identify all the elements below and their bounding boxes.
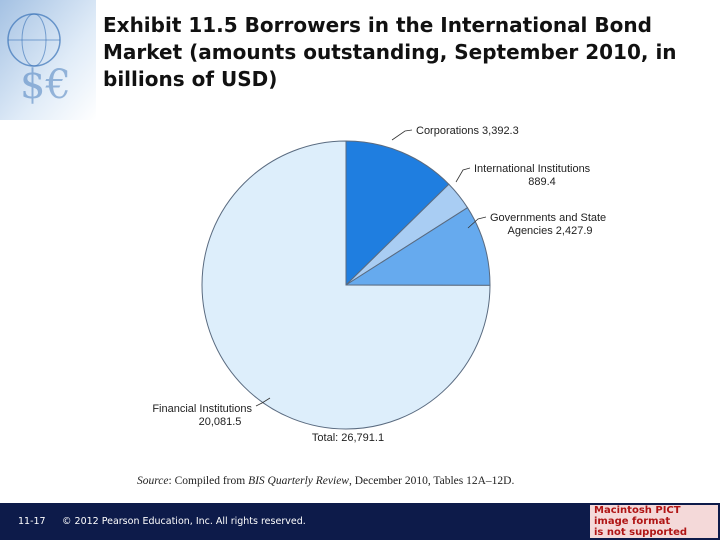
slice-label: Corporations 3,392.3 xyxy=(416,125,519,137)
slice-label: 889.4 xyxy=(528,176,556,188)
slide-title: Exhibit 11.5 Borrowers in the Internatio… xyxy=(103,13,677,91)
slice-label: Agencies 2,427.9 xyxy=(507,225,592,237)
pie-slice-corporations xyxy=(345,140,450,287)
slice-label: Governments and State xyxy=(490,212,606,224)
source-rest: , December 2010, Tables 12A–12D. xyxy=(348,475,515,487)
pie-slice-governments-and-state-agencies xyxy=(344,207,491,286)
slice-leader-line xyxy=(255,397,271,407)
source-prefix: Source xyxy=(137,475,169,487)
pict-placeholder: Macintosh PICT image format is not suppo… xyxy=(590,505,718,538)
slice-label: International Institutions xyxy=(474,163,591,175)
corner-globe-decoration: $€ xyxy=(0,0,96,120)
pict-line: Macintosh PICT xyxy=(594,505,681,516)
slide-number: 11-17 xyxy=(18,516,46,527)
source-note: Source: Compiled from BIS Quarterly Revi… xyxy=(137,475,514,487)
pie-slice-financial-institutions xyxy=(201,140,491,430)
source-mid: : Compiled from xyxy=(168,475,249,487)
slice-label: 20,081.5 xyxy=(199,416,242,428)
slice-leader-line xyxy=(467,216,487,229)
pict-line: image format xyxy=(594,516,671,527)
svg-text:$€: $€ xyxy=(20,62,71,108)
pict-line: is not supported xyxy=(594,527,688,538)
slice-leader-line xyxy=(455,167,471,183)
slice-label: Financial Institutions xyxy=(152,403,252,415)
copyright-notice: © 2012 Pearson Education, Inc. All right… xyxy=(62,516,306,527)
total-label: Total: 26,791.1 xyxy=(312,432,384,444)
slice-leader-line xyxy=(391,129,413,141)
pie-chart: Corporations 3,392.3 International Instit… xyxy=(152,125,606,444)
source-publication: BIS Quarterly Review xyxy=(248,475,349,487)
